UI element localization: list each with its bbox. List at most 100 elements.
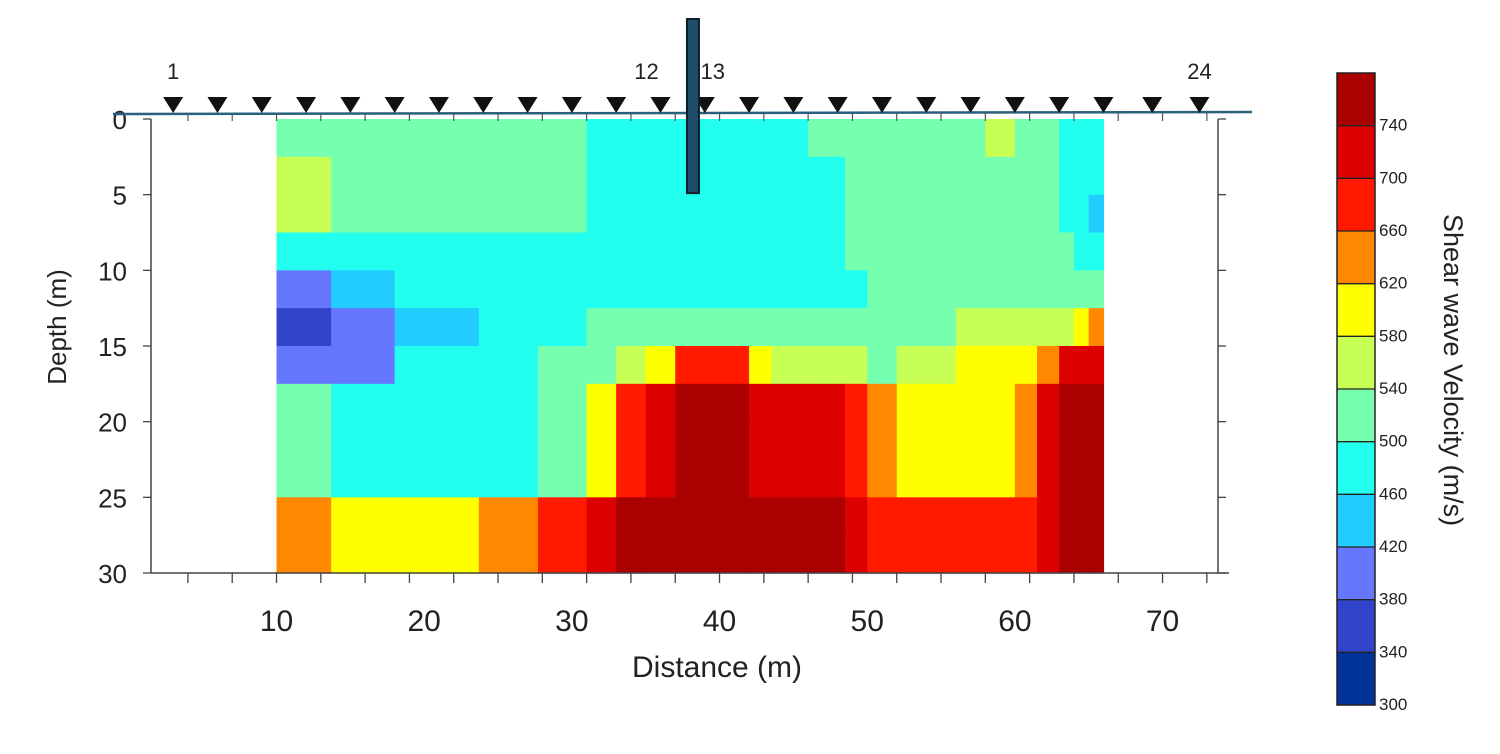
heatmap-cell bbox=[537, 270, 588, 309]
heatmap-cell bbox=[331, 383, 396, 423]
heatmap-cell bbox=[808, 119, 846, 158]
heatmap-cell bbox=[586, 270, 617, 309]
heatmap-cell bbox=[771, 270, 809, 309]
heatmap-cell bbox=[1073, 156, 1090, 196]
heatmap-cell bbox=[1059, 119, 1075, 158]
heatmap-cell bbox=[616, 119, 647, 158]
heatmap-cell bbox=[276, 497, 332, 536]
heatmap-cell bbox=[771, 459, 809, 498]
colorbar-segment bbox=[1337, 389, 1375, 443]
heatmap-cell bbox=[845, 421, 868, 461]
heatmap-cell bbox=[867, 497, 898, 536]
heatmap-cell bbox=[1073, 383, 1090, 423]
heatmap-cell bbox=[771, 346, 809, 385]
heatmap-cell bbox=[616, 346, 647, 385]
heatmap-cell bbox=[955, 497, 986, 536]
heatmap-cell bbox=[675, 270, 750, 309]
heatmap-cell bbox=[1037, 383, 1060, 423]
heatmap-cell bbox=[955, 232, 986, 271]
colorbar-tick-label: 660 bbox=[1379, 221, 1407, 240]
x-axis: 10 20 30 40 50 60 70 bbox=[187, 113, 1208, 638]
heatmap-cell bbox=[749, 346, 772, 385]
colorbar-segment bbox=[1337, 125, 1375, 179]
heatmap-cell bbox=[616, 497, 647, 536]
colorbar-segment bbox=[1337, 441, 1375, 495]
heatmap-cell bbox=[478, 421, 539, 461]
heatmap-cell bbox=[1059, 497, 1075, 536]
heatmap-cell bbox=[896, 119, 957, 158]
x-tick-label: 70 bbox=[1146, 605, 1179, 638]
heatmap-cell bbox=[276, 308, 332, 347]
heatmap-cell bbox=[1014, 270, 1038, 309]
heatmap-cell bbox=[394, 270, 480, 309]
heatmap-cell bbox=[808, 535, 846, 574]
heatmap-cell bbox=[1059, 383, 1075, 423]
geophone-marker bbox=[163, 97, 184, 113]
heatmap-cell bbox=[771, 156, 809, 196]
x-axis-label: Distance (m) bbox=[632, 651, 802, 684]
heatmap-cell bbox=[586, 232, 617, 271]
colorbar-segment bbox=[1337, 599, 1375, 653]
heatmap-cell bbox=[675, 346, 750, 385]
heatmap-cell bbox=[331, 497, 396, 536]
heatmap-cell bbox=[808, 497, 846, 536]
heatmap-cell bbox=[645, 535, 676, 574]
heatmap-cell bbox=[867, 270, 898, 309]
heatmap-cell bbox=[896, 194, 957, 234]
geophone-label: 1 bbox=[167, 59, 179, 84]
heatmap-cell bbox=[1073, 459, 1090, 498]
heatmap-cell bbox=[1037, 270, 1060, 309]
heatmap-cell bbox=[645, 156, 676, 196]
heatmap-cell bbox=[586, 119, 617, 158]
heatmap-cell bbox=[1014, 421, 1038, 461]
heatmap-cell bbox=[394, 119, 480, 158]
heatmap-cell bbox=[1073, 308, 1090, 347]
heatmap-cell bbox=[586, 346, 617, 385]
heatmap-cell bbox=[645, 270, 676, 309]
heatmap-cell bbox=[276, 346, 332, 385]
heatmap-cell bbox=[845, 459, 868, 498]
geophone-marker bbox=[517, 97, 538, 113]
heatmap-cell bbox=[276, 119, 332, 158]
colorbar-label: Shear wave Velocity (m/s) bbox=[1438, 214, 1468, 526]
heatmap-cell bbox=[675, 308, 750, 347]
heatmap-cell bbox=[985, 119, 1016, 158]
heatmap-cell bbox=[478, 270, 539, 309]
heatmap-cell bbox=[1073, 232, 1090, 271]
colorbar-segment bbox=[1337, 73, 1375, 127]
heatmap-cell bbox=[675, 194, 750, 234]
heatmap-cell bbox=[276, 421, 332, 461]
heatmap-cell bbox=[394, 232, 480, 271]
heatmap-cell bbox=[616, 383, 647, 423]
colorbar-border bbox=[1336, 72, 1376, 706]
heatmap-cell bbox=[808, 270, 846, 309]
heatmap-cell bbox=[645, 308, 676, 347]
heatmap-cell bbox=[1088, 119, 1105, 158]
heatmap-cell bbox=[1073, 270, 1090, 309]
heatmap-cell bbox=[394, 194, 480, 234]
ground-surface-line bbox=[112, 110, 1253, 116]
colorbar-segment bbox=[1337, 494, 1375, 548]
geophone-marker bbox=[1189, 97, 1210, 113]
heatmap-cell bbox=[1073, 421, 1090, 461]
heatmap-cell bbox=[896, 346, 957, 385]
heatmap-cell bbox=[808, 383, 846, 423]
heatmap-cell bbox=[749, 156, 772, 196]
heatmap-cell bbox=[867, 232, 898, 271]
heatmap-cell bbox=[845, 156, 868, 196]
colorbar-segment bbox=[1337, 231, 1375, 285]
geophone-marker bbox=[606, 97, 627, 113]
colorbar-segment bbox=[1337, 652, 1375, 706]
heatmap-cell bbox=[586, 383, 617, 423]
colorbar-tick-label: 340 bbox=[1379, 642, 1407, 661]
heatmap-cell bbox=[616, 232, 647, 271]
colorbar-tick-label: 740 bbox=[1379, 116, 1407, 135]
heatmap-cell bbox=[867, 346, 898, 385]
geophone-label: 24 bbox=[1187, 59, 1211, 84]
heatmap-cell bbox=[808, 308, 846, 347]
heatmap-cell bbox=[537, 194, 588, 234]
heatmap-cell bbox=[645, 383, 676, 423]
heatmap-cell bbox=[845, 346, 868, 385]
heatmap-cell bbox=[478, 232, 539, 271]
